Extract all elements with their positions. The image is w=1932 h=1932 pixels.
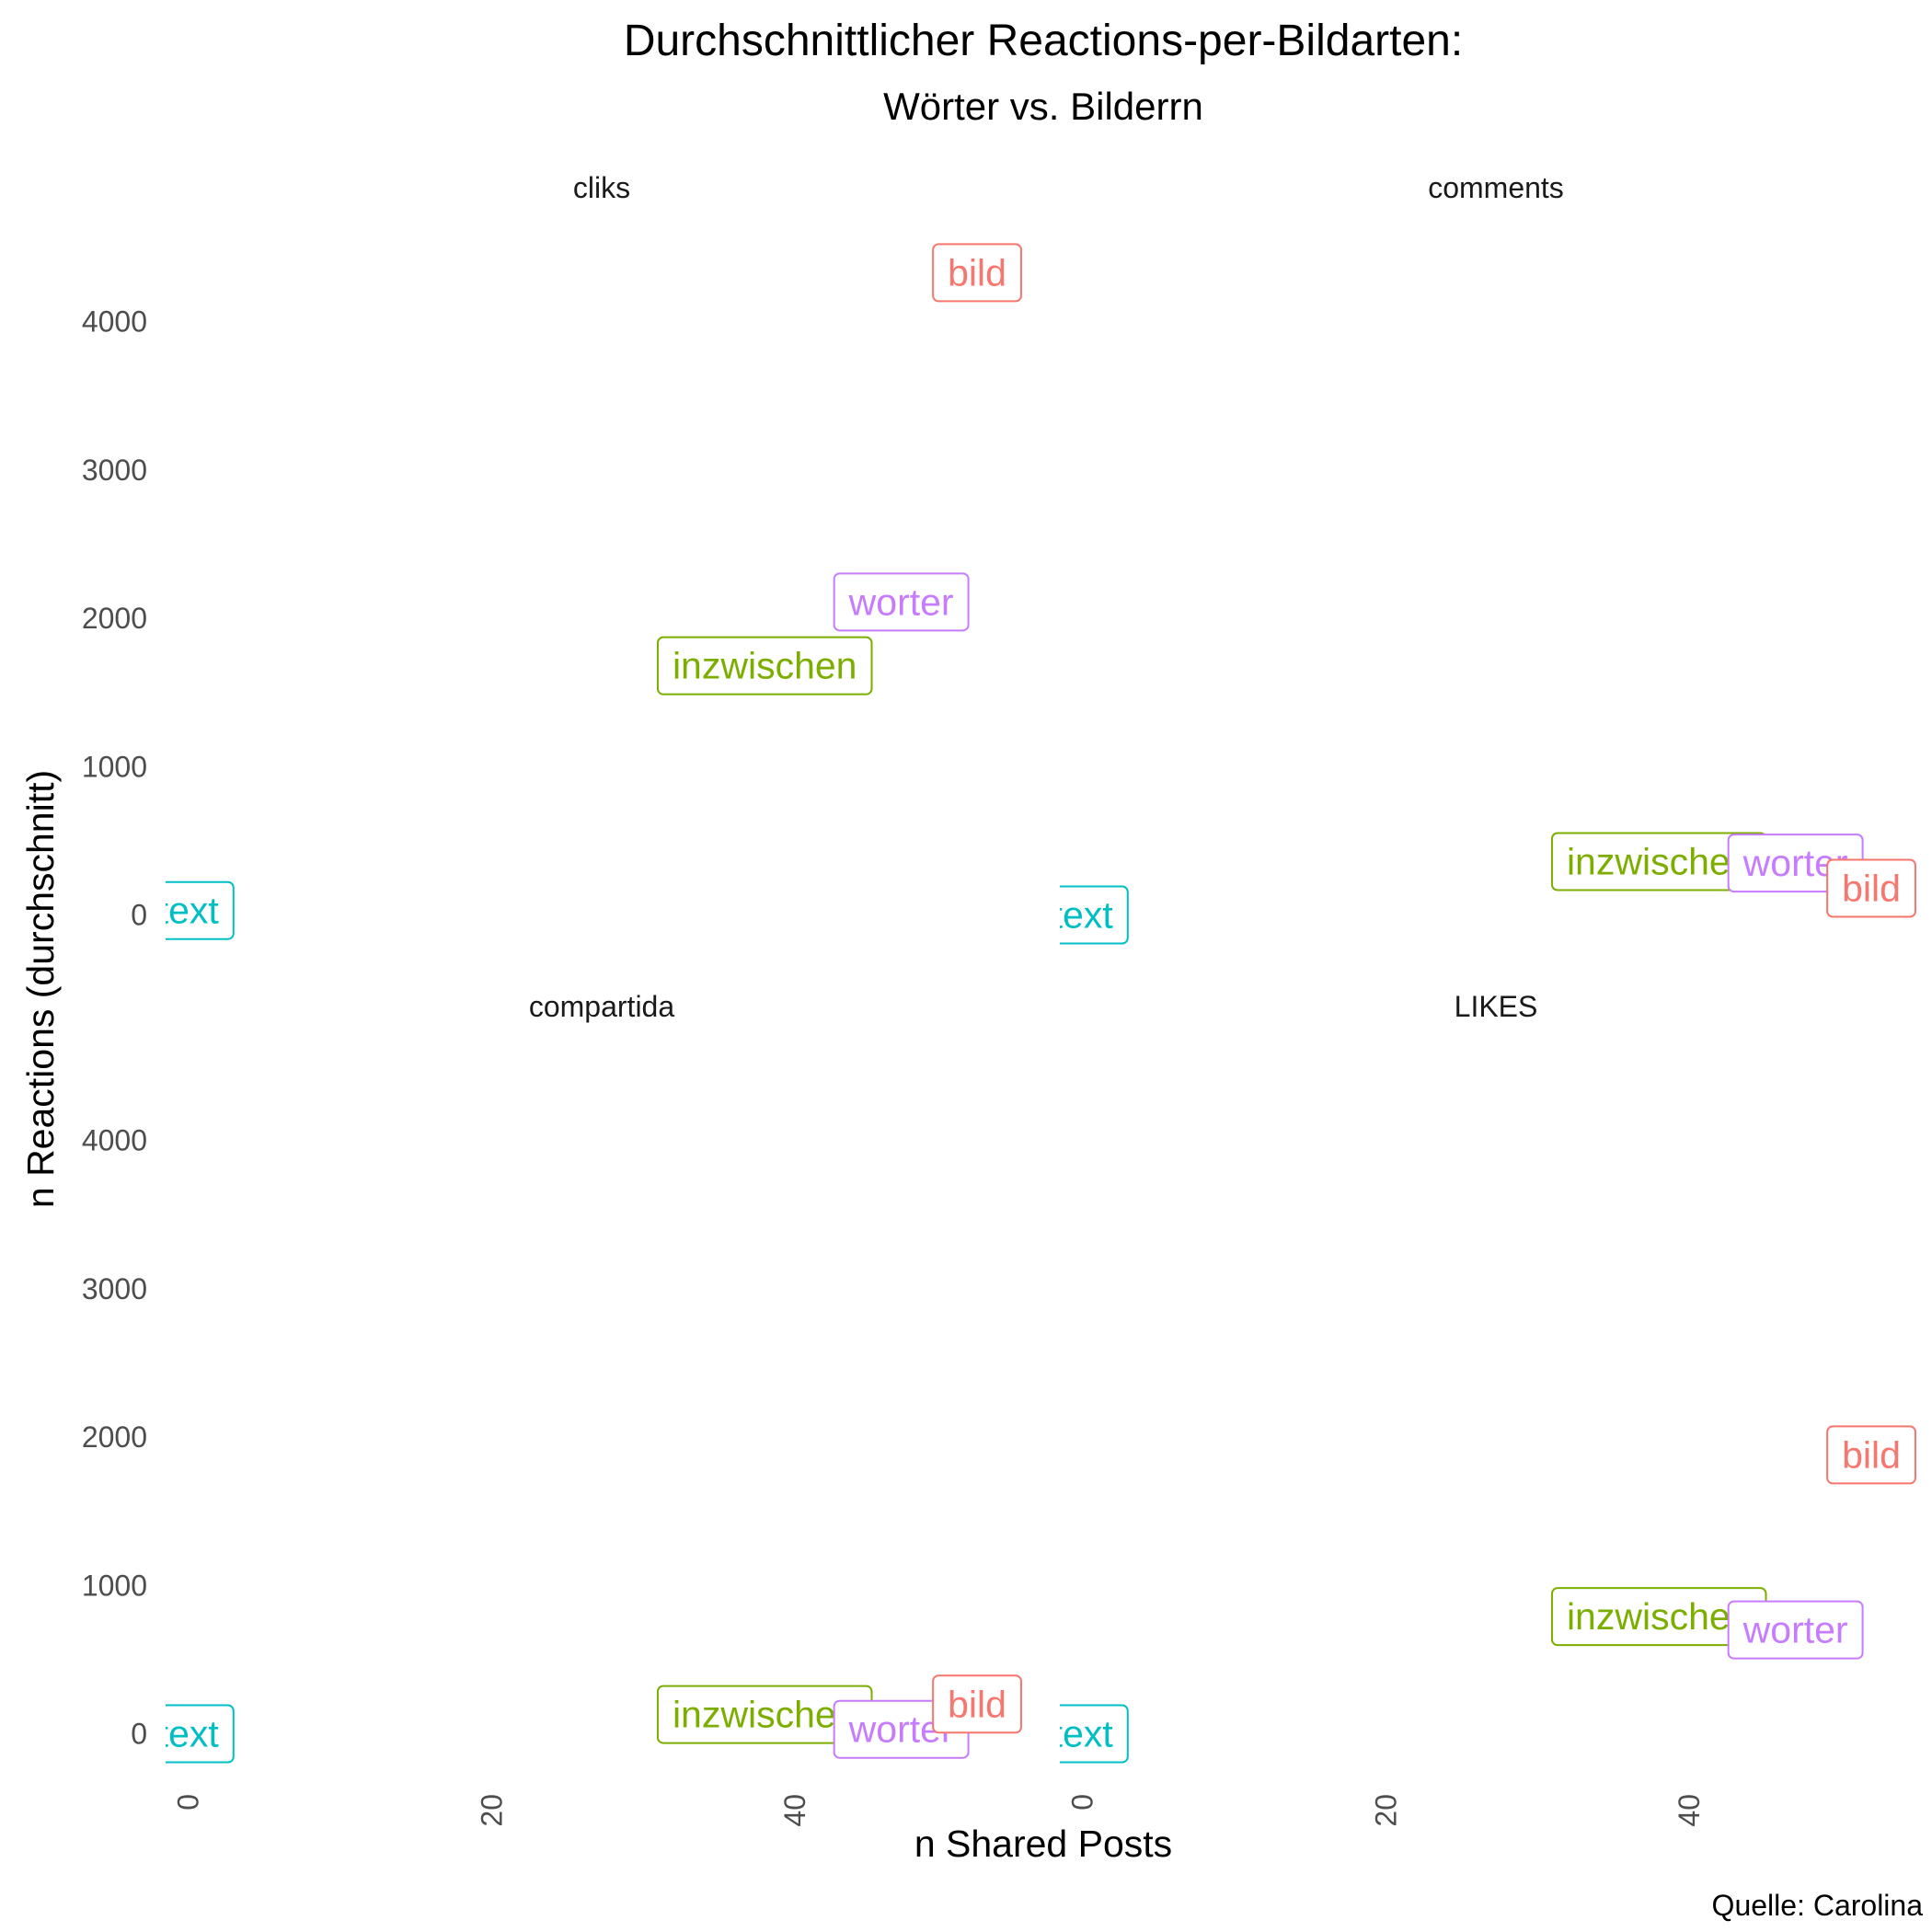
data-label-text: text <box>158 1713 220 1755</box>
x-tick-label: 20 <box>475 1794 508 1827</box>
data-label-text: worter <box>848 581 954 623</box>
data-label-worter: worter <box>833 572 970 632</box>
data-label-inzwischen: inzwischen <box>1550 1587 1767 1647</box>
chart-caption: Quelle: Carolina <box>1712 1889 1924 1922</box>
data-label-text: bild <box>1842 868 1901 910</box>
data-label-box <box>932 243 1022 303</box>
y-tick-label: 2000 <box>82 1420 147 1454</box>
data-label-bild: bild <box>1826 858 1916 918</box>
data-label-box <box>1826 858 1916 918</box>
data-label-text: text <box>158 1704 235 1764</box>
x-axis-title: n Shared Posts <box>914 1823 1172 1865</box>
y-tick-label: 4000 <box>82 1124 147 1157</box>
x-tick-label: 40 <box>1673 1794 1706 1827</box>
data-label-text: inzwischen <box>673 645 857 687</box>
data-label-text: text <box>1052 894 1114 937</box>
data-label-box <box>166 1704 235 1764</box>
chart-subtitle: Wörter vs. Bilderrn <box>883 85 1203 128</box>
x-tick-label: 0 <box>1066 1794 1099 1811</box>
data-label-bild: bild <box>1826 1425 1916 1485</box>
label-layer: text inzwischen worter bild <box>158 243 1022 940</box>
data-label-inzwischen: inzwischen <box>656 636 873 696</box>
data-label-inzwischen: inzwischen <box>656 1685 873 1744</box>
y-tick-label: 3000 <box>82 454 147 487</box>
x-tick-label: 20 <box>1369 1794 1402 1827</box>
data-label-box <box>656 636 873 696</box>
facet-panel-cliks: cliks 0 1000 2000 3000 4000 text inzwischen wort… <box>82 171 1022 940</box>
data-label-text: bild <box>948 251 1006 293</box>
chart-title: Durchschnittlicher Reactions-per-Bildart… <box>624 17 1463 65</box>
data-label-text: worter <box>1742 1609 1848 1651</box>
y-axis-title: n Reactions (durchschnitt) <box>19 770 62 1208</box>
y-tick-label: 3000 <box>82 1272 147 1305</box>
facet-panels: cliks01000200030004000textinzwischenwort… <box>82 171 1916 1827</box>
data-label-text: text <box>1052 1704 1129 1764</box>
data-label-box <box>833 572 970 632</box>
data-label-text: bild <box>1842 1433 1901 1476</box>
y-tick-label: 0 <box>131 899 147 932</box>
facet-panel-compartida: compartida 0 1000 2000 3000 4000 0 20 40 text inzw… <box>82 990 1022 1827</box>
data-label-bild: bild <box>932 1674 1022 1734</box>
data-label-bild: bild <box>932 243 1022 303</box>
facet-strip-label: compartida <box>529 990 675 1023</box>
data-label-box <box>932 1674 1022 1734</box>
data-label-box <box>1060 885 1129 945</box>
y-tick-label: 0 <box>131 1718 147 1751</box>
y-tick-label: 4000 <box>82 305 147 339</box>
data-label-text: inzwischen <box>1567 1595 1752 1638</box>
y-tick-label: 1000 <box>82 1569 147 1602</box>
data-label-text: text <box>1052 1713 1114 1755</box>
y-tick-label: 1000 <box>82 750 147 783</box>
data-label-text: text <box>158 890 220 932</box>
data-label-text: text <box>158 880 235 940</box>
data-label-box <box>166 880 235 940</box>
facet-strip-label: LIKES <box>1455 990 1538 1023</box>
data-label-box <box>1826 1425 1916 1485</box>
data-label-text: inzwischen <box>1567 840 1752 882</box>
data-label-text: bild <box>948 1683 1006 1725</box>
data-label-box <box>1727 1600 1864 1660</box>
data-label-text: text <box>1052 885 1129 945</box>
y-tick-label: 2000 <box>82 602 147 635</box>
data-label-text: inzwischen <box>673 1694 857 1736</box>
facet-strip-label: cliks <box>573 171 630 204</box>
x-tick-label: 0 <box>172 1794 205 1811</box>
data-label-worter: worter <box>1727 1600 1864 1660</box>
data-label-box <box>1060 1704 1129 1764</box>
facet-strip-label: comments <box>1428 171 1564 204</box>
x-tick-label: 40 <box>778 1794 811 1827</box>
